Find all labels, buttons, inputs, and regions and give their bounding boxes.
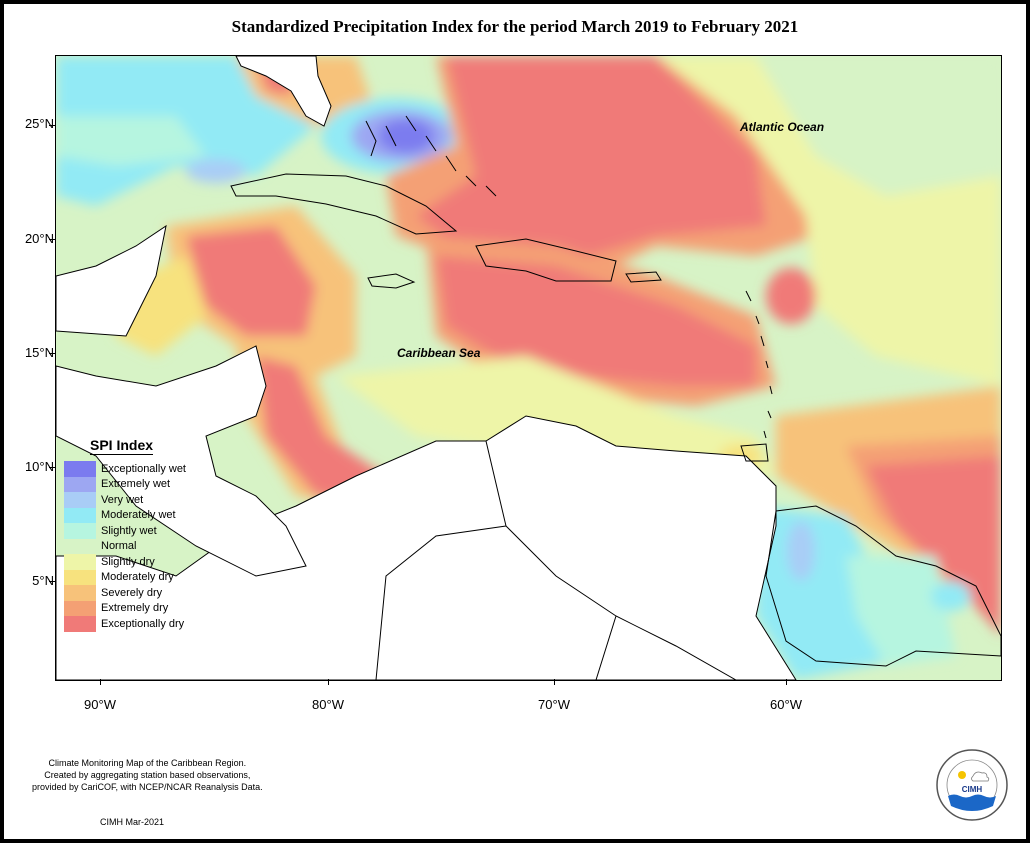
map-canvas [56, 56, 1001, 680]
footer-line: Climate Monitoring Map of the Caribbean … [48, 758, 247, 768]
footer-line: provided by CariCOF, with NCEP/NCAR Rean… [32, 782, 263, 792]
legend-label: Normal [101, 540, 137, 553]
legend-label: Moderately wet [101, 509, 176, 522]
legend-item: Exceptionally dry [64, 616, 214, 632]
x-tick-70w: 70°W [538, 697, 570, 712]
legend-swatch [64, 492, 96, 508]
x-tickmark [786, 679, 787, 685]
spi-legend: SPI Index Exceptionally wet Extremely we… [64, 437, 214, 632]
hispaniola-outline [475, 238, 617, 282]
legend-label: Extremely wet [101, 478, 171, 491]
sun-icon [958, 771, 966, 779]
legend-label: Moderately dry [101, 571, 174, 584]
y-tickmark [49, 581, 55, 582]
y-tickmark [49, 353, 55, 354]
legend-item: Moderately wet [64, 507, 214, 523]
y-tick-20n: 20°N [24, 231, 54, 246]
y-tickmark [49, 239, 55, 240]
x-tickmark [328, 679, 329, 685]
footer-line: Created by aggregating station based obs… [44, 770, 251, 780]
legend-item: Very wet [64, 492, 214, 508]
atlantic-ocean-label: Atlantic Ocean [740, 120, 825, 134]
legend-swatch [64, 461, 96, 477]
footer-note: Climate Monitoring Map of the Caribbean … [32, 757, 263, 793]
lesser-antilles-outline [745, 290, 773, 439]
legend-swatch [64, 554, 96, 570]
legend-swatch [64, 476, 96, 492]
legend-label: Extremely dry [101, 602, 169, 615]
legend-item: Moderately dry [64, 569, 214, 585]
x-tick-60w: 60°W [770, 697, 802, 712]
footer-credit: CIMH Mar-2021 [100, 817, 165, 827]
spi-map [55, 55, 1002, 681]
bahamas-outline [365, 115, 497, 197]
legend-item: Extremely dry [64, 600, 214, 616]
y-tick-5n: 5°N [32, 573, 54, 588]
legend-swatch [64, 507, 96, 523]
legend-label: Slightly dry [101, 555, 155, 568]
waves-icon [948, 794, 996, 811]
map-title: Standardized Precipitation Index for the… [231, 17, 799, 36]
x-tick-80w: 80°W [312, 697, 344, 712]
legend-title: SPI Index [90, 437, 154, 455]
x-tick-90w: 90°W [84, 697, 116, 712]
legend-item: Exceptionally wet [64, 461, 214, 477]
legend-label: Exceptionally dry [101, 617, 185, 630]
caribbean-sea-label: Caribbean Sea [397, 346, 481, 360]
legend-swatch [64, 600, 96, 616]
guianas-borders [765, 505, 1001, 667]
legend-label: Very wet [101, 493, 144, 506]
legend-label: Slightly wet [101, 524, 157, 537]
puerto-rico-outline [625, 271, 662, 283]
florida-land [235, 56, 332, 127]
cimh-logo: CIMH [936, 749, 1008, 821]
legend-swatch [64, 585, 96, 601]
legend-item: Extremely wet [64, 476, 214, 492]
spi-shading [56, 56, 1001, 680]
legend-item: Severely dry [64, 585, 214, 601]
mexico-land [56, 224, 167, 337]
cuba-outline [230, 173, 458, 235]
country-borders [375, 440, 737, 680]
legend-swatch [64, 523, 96, 539]
trinidad-outline [740, 443, 769, 462]
x-tickmark [554, 679, 555, 685]
central-america-land [56, 345, 307, 577]
legend-swatch [64, 538, 96, 554]
legend-swatch [64, 569, 96, 585]
cloud-icon [971, 771, 990, 782]
legend-item: Slightly wet [64, 523, 214, 539]
y-tick-15n: 15°N [24, 345, 54, 360]
logo-text: CIMH [962, 785, 983, 794]
y-tick-10n: 10°N [24, 459, 54, 474]
jamaica-outline [367, 273, 416, 289]
legend-item: Slightly dry [64, 554, 214, 570]
legend-label: Exceptionally wet [101, 462, 186, 475]
legend-item: Normal [64, 538, 214, 554]
y-tickmark [49, 125, 55, 126]
legend-items: Exceptionally wet Extremely wet Very wet… [64, 461, 214, 632]
y-tick-25n: 25°N [24, 116, 54, 131]
x-tickmark [100, 679, 101, 685]
legend-label: Severely dry [101, 586, 163, 599]
y-tickmark [49, 467, 55, 468]
legend-swatch [64, 616, 96, 632]
